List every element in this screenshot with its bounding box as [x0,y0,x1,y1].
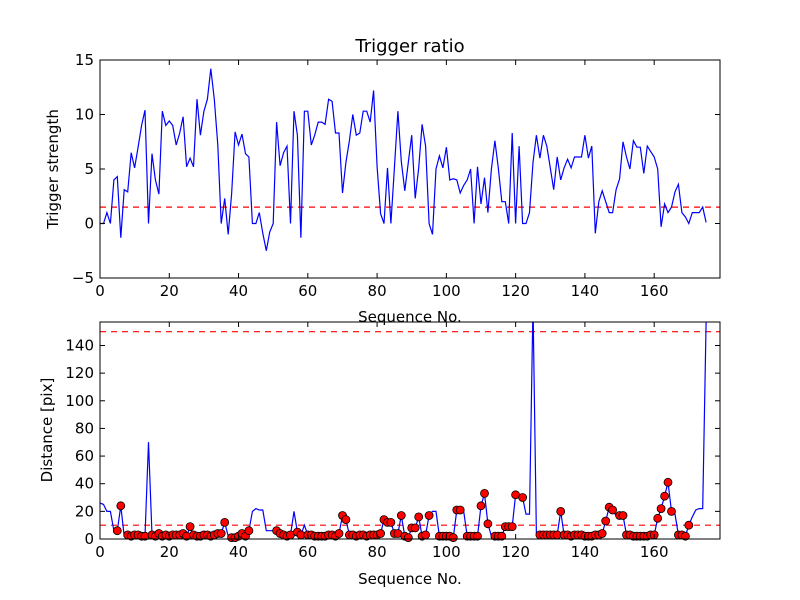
data-point-marker [424,511,434,520]
x-tick-label: 0 [95,282,105,300]
data-point-marker [376,529,386,538]
x-tick-label: 20 [160,282,179,300]
data-point-marker [483,519,493,529]
x-tick-label: 120 [501,543,530,561]
data-point-marker [116,501,126,511]
y-tick-label: 140 [65,336,94,354]
x-tick-label: 140 [571,543,600,561]
y-tick-label: 10 [75,106,94,124]
distance-axes-frame [99,321,721,540]
data-point-marker [497,531,507,541]
x-tick-label: 120 [501,282,530,300]
data-point-marker [653,513,663,523]
trigger-ratio-plot-area [100,68,707,251]
x-tick-label: 40 [229,282,248,300]
data-point-marker [112,526,122,536]
x-tick-label: 0 [95,543,105,561]
x-tick-label: 160 [640,282,669,300]
data-point-marker [476,501,486,511]
x-tick-label: 40 [229,543,248,561]
data-point-marker [556,506,566,516]
distance-chart: 0 20 40 60 80 100 120 140 160020406080100120140 … [38,321,721,588]
trigger-ratio-ylabel: Trigger strength [44,109,62,230]
trigger-ratio-title: Trigger ratio [354,36,464,57]
y-tick-label: 0 [84,530,94,548]
x-tick-label: 60 [298,282,317,300]
data-point-marker [681,531,690,541]
data-point-marker [448,533,458,542]
trigger-strength-series-line [100,68,707,251]
data-point-marker [386,518,396,527]
data-point-marker [220,518,230,527]
data-point-marker [663,477,673,487]
data-point-marker [403,533,413,542]
data-point-marker [656,504,666,514]
y-tick-label: −5 [72,269,94,287]
data-point-marker [341,515,351,524]
y-tick-label: 100 [65,392,94,410]
data-point-marker [597,529,607,538]
data-point-marker [660,491,669,501]
x-tick-label: 60 [298,543,317,561]
distance-xlabel: Sequence No. [358,570,462,588]
data-point-marker [684,520,694,530]
data-point-marker [618,511,628,520]
data-point-marker [455,505,465,515]
data-point-marker [421,530,431,540]
x-tick-label: 160 [640,543,669,561]
x-tick-label: 80 [368,282,387,300]
data-point-marker [216,529,226,538]
data-point-marker [507,522,517,531]
data-point-marker [518,493,527,502]
distance-markers [112,477,694,542]
x-tick-label: 80 [368,543,387,561]
x-tick-label: 100 [432,543,461,561]
data-point-marker [480,488,489,498]
y-tick-label: 0 [84,215,94,233]
y-tick-label: 60 [75,447,94,465]
data-point-marker [473,531,482,541]
y-tick-label: 120 [65,364,94,382]
data-point-marker [244,526,254,536]
data-point-marker [601,516,611,526]
data-point-marker [410,523,420,533]
data-point-marker [396,511,406,520]
distance-ticks: 0 20 40 60 80 100 120 140 160 0 20 40 60 80 100 120 140 [65,322,720,561]
y-tick-label: 15 [75,51,94,69]
data-point-marker [414,512,424,522]
y-tick-label: 5 [84,160,94,178]
x-tick-label: 100 [432,282,461,300]
y-tick-label: 40 [75,475,94,493]
data-point-marker [608,505,617,515]
data-point-marker [667,506,676,516]
data-point-marker [334,529,344,538]
y-tick-label: 20 [75,502,94,520]
distance-ylabel: Distance [pix] [38,378,56,483]
y-tick-label: 80 [75,419,94,437]
x-tick-label: 20 [160,543,179,561]
data-point-marker [185,522,195,531]
x-tick-label: 140 [571,282,600,300]
